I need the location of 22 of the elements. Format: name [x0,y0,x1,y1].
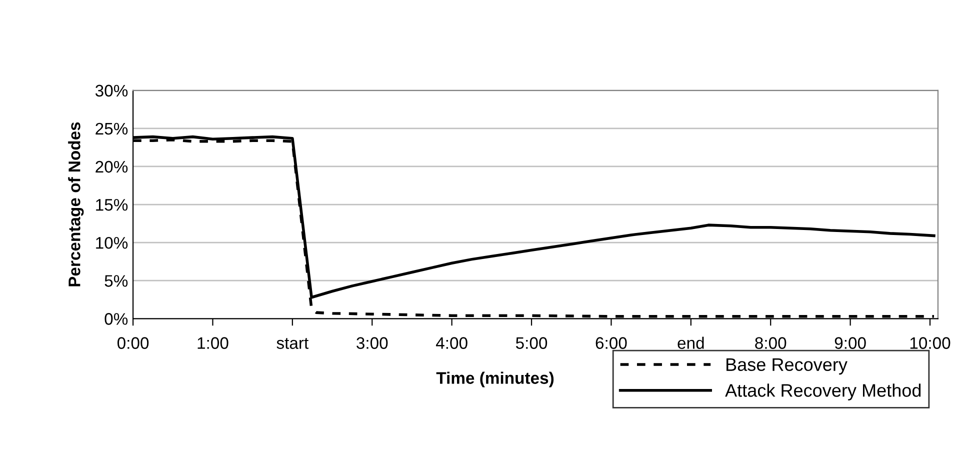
y-tick-label: 25% [96,122,128,135]
x-tick-label: 8:00 [755,337,786,349]
x-tick-label: start [276,338,309,349]
y-tick-label: 5% [104,275,128,287]
x-tick-label: 0:00 [117,337,149,349]
text: Base Recovery [726,358,848,375]
x-axis-title: Time (minutes) [436,372,554,388]
x-tick-label: 4:00 [436,337,468,349]
y-tick-label: 10% [96,236,128,249]
y-tick-label: 30% [95,84,128,97]
y-tick-label: 0% [104,313,128,325]
y-tick-label: 15% [96,199,128,211]
x-tick-label: 6:00 [596,337,627,349]
x-tick-label: end [678,336,704,349]
x-tick-label: 10:00 [910,337,950,349]
y-axis-title: Percentage of Nodes [68,122,84,286]
y-tick-label: 20% [96,160,128,173]
x-tick-label: 3:00 [356,337,388,349]
x-tick-label: 9:00 [834,337,866,349]
x-tick-label: 1:00 [198,337,228,349]
x-tick-label: 5:00 [516,337,548,349]
text: Attack Recovery Method [725,384,921,400]
